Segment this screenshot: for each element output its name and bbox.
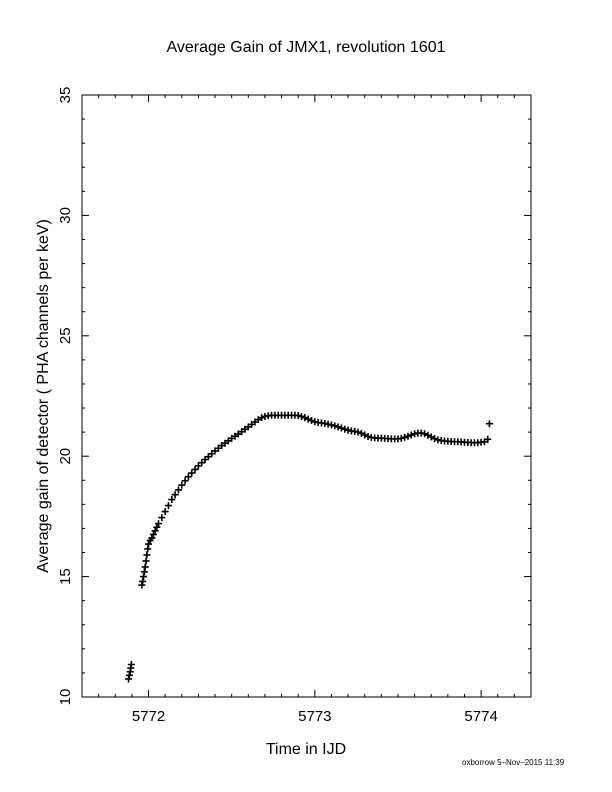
data-point [158, 514, 166, 522]
data-point [334, 423, 342, 431]
y-axis-label: Average gain of detector ( PHA channels … [35, 219, 52, 573]
data-point [174, 486, 182, 494]
data-point [337, 424, 345, 432]
data-point [421, 430, 429, 438]
data-point [178, 481, 186, 489]
data-point [404, 432, 412, 440]
data-point [125, 671, 133, 679]
data-point [142, 557, 150, 565]
data-point [307, 417, 315, 425]
chart-title: Average Gain of JMX1, revolution 1601 [167, 39, 446, 56]
y-tick-label: 25 [57, 327, 74, 344]
x-axis-label: Time in IJD [266, 741, 346, 758]
data-point [171, 491, 179, 499]
data-point [181, 477, 189, 485]
data-point [125, 675, 133, 683]
data-point [154, 520, 162, 528]
plot-frame [81, 94, 532, 698]
data-point [354, 428, 362, 436]
data-point [304, 415, 312, 423]
data-point [138, 581, 146, 589]
data-point [148, 534, 156, 542]
data-point [298, 412, 306, 420]
data-point [143, 551, 151, 559]
x-axis: 5772 5773 5774 [81, 95, 532, 725]
data-point [258, 414, 266, 422]
footer-stamp: oxborrow 5–Nov–2015 11:39 [462, 758, 565, 767]
data-point [184, 473, 192, 481]
data-point [397, 434, 405, 442]
data-point [361, 431, 369, 439]
data-point [294, 412, 302, 420]
data-point [127, 660, 135, 668]
data-point [150, 530, 158, 538]
data-point [331, 422, 339, 430]
data-point [140, 573, 148, 581]
y-tick-label: 35 [57, 87, 74, 104]
data-point [145, 540, 153, 548]
data-point [161, 508, 169, 516]
data-point [139, 577, 147, 585]
data-point [168, 496, 176, 504]
x-tick-label: 5773 [298, 708, 331, 725]
data-point [140, 568, 148, 576]
data-point [484, 435, 492, 443]
y-axis: 10 15 20 25 30 35 [57, 87, 531, 706]
data-point [485, 420, 493, 428]
y-tick-label: 20 [57, 448, 74, 465]
y-tick-label: 15 [57, 568, 74, 585]
data-series [125, 411, 493, 683]
y-tick-label: 30 [57, 207, 74, 224]
data-point [164, 502, 172, 510]
data-point [151, 527, 159, 535]
data-point [153, 523, 161, 531]
data-point [141, 563, 149, 571]
x-tick-label: 5772 [132, 708, 165, 725]
data-point [144, 545, 152, 553]
y-tick-label: 10 [57, 689, 74, 706]
data-point [341, 425, 349, 433]
data-point [401, 433, 409, 441]
data-point [188, 469, 196, 477]
data-point [407, 431, 415, 439]
x-tick-label: 5774 [464, 708, 497, 725]
data-point [191, 465, 199, 473]
data-point [431, 435, 439, 443]
data-point [327, 421, 335, 429]
data-point [364, 432, 372, 440]
data-point [301, 414, 309, 422]
